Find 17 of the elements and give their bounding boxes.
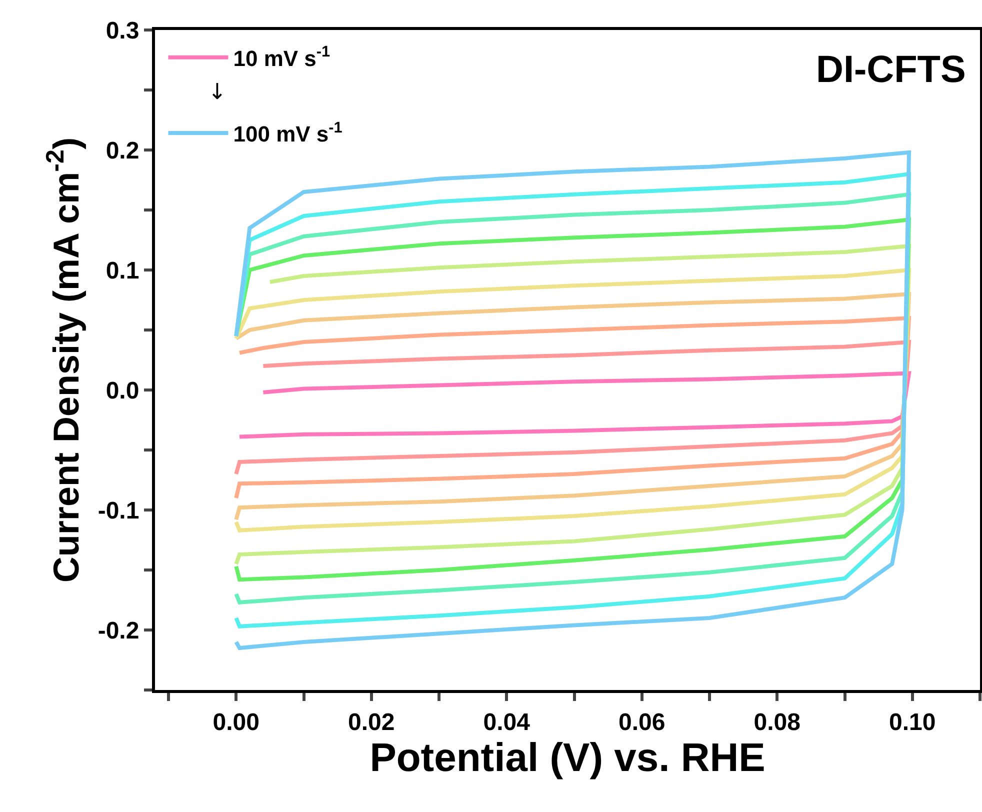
x-tick-label: 0.08: [754, 708, 800, 736]
x-tick-label: 0.00: [212, 708, 260, 736]
x-tick-label: 0.02: [348, 708, 395, 736]
x-tick-label: 0.06: [618, 708, 666, 736]
y-tick-label: -0.2: [98, 617, 140, 644]
x-tick-label: 0.04: [483, 708, 531, 736]
annotation: DI-CFTS: [816, 49, 966, 91]
y-tick-label: 0.2: [106, 137, 140, 164]
legend-label: 10 mV s$^{-1}$: [233, 44, 331, 71]
legend-label: 100 mV s$^{-1}$: [233, 119, 343, 147]
y-tick-label: 0.1: [106, 257, 140, 284]
y-tick-label: 0.0: [106, 377, 140, 404]
annotation: ↓: [208, 80, 226, 105]
x-tick-label: 0.10: [889, 708, 936, 736]
y-tick-label: -0.1: [98, 497, 140, 524]
x-axis-title: Potential (V) vs. RHE: [370, 736, 766, 780]
y-tick-label: 0.3: [106, 17, 140, 44]
